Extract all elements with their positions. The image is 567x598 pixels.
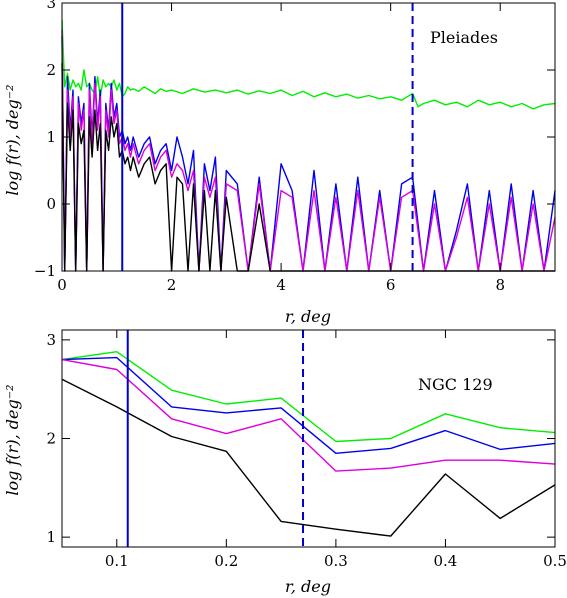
x-tick-label: 0.1 (105, 552, 129, 570)
y-tick-label: −1 (34, 262, 56, 280)
y-tick-label: 3 (46, 0, 56, 12)
panel-ngc129: 0.1 0.2 0.3 0.4 0.5 1 2 3 NGC 129 r, deg log f(… (3, 329, 567, 596)
y-tick-label: 1 (46, 128, 56, 146)
y-tick-label: 1 (46, 528, 56, 546)
x-tick-label: 2 (167, 276, 177, 294)
y-tick-label: 2 (46, 61, 56, 79)
x-tick-label: 0.2 (214, 552, 238, 570)
x-tick-label: 4 (276, 276, 286, 294)
x-tick-label: 0.3 (324, 552, 348, 570)
y-tick-label: 0 (46, 195, 56, 213)
series-line-0 (61, 351, 556, 443)
y-axis-title-ngc129: log f(r), deg⁻² (3, 384, 22, 495)
y-axis-title-pleiades: log f(r), deg⁻² (3, 84, 22, 195)
x-axis-title-pleiades: r, deg (285, 307, 331, 326)
series-line-1 (61, 356, 556, 454)
ticks-ngc129: 0.1 0.2 0.3 0.4 0.5 1 2 3 (46, 330, 567, 570)
x-tick-label: 8 (495, 276, 505, 294)
x-tick-label: 6 (386, 276, 396, 294)
x-axis-title-ngc129: r, deg (285, 577, 331, 596)
x-tick-label: 0 (57, 276, 67, 294)
plot-layer-ngc129 (61, 330, 556, 547)
y-tick-label: 3 (46, 331, 56, 349)
y-tick-label: 2 (46, 430, 56, 448)
series-line-2 (61, 29, 556, 272)
annotation-ngc129: NGC 129 (418, 375, 493, 394)
x-tick-label: 0.5 (543, 552, 567, 570)
x-tick-label: 0.4 (434, 552, 458, 570)
series-line-3 (61, 378, 556, 537)
annotation-pleiades: Pleiades (430, 28, 498, 47)
series-line-2 (61, 358, 556, 472)
plot-frame-ngc129 (61, 329, 556, 548)
